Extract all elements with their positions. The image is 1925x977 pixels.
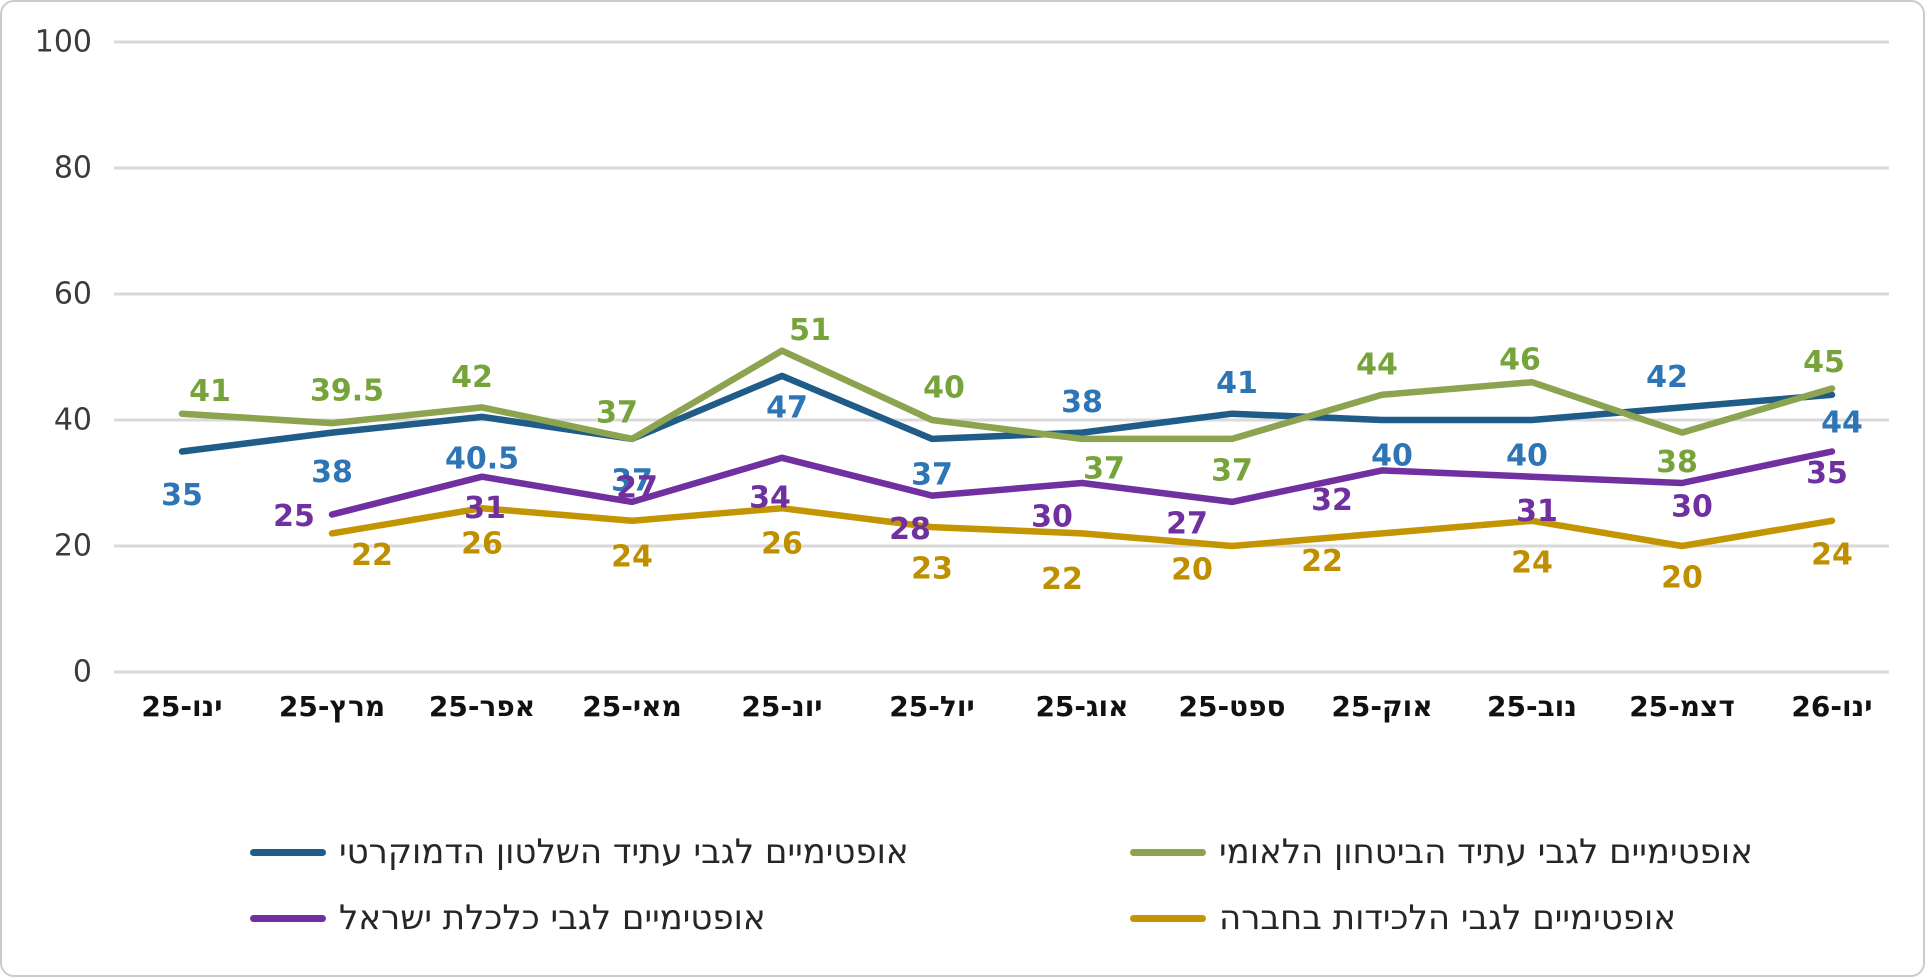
legend-label: אופטימיים לגבי הלכידות בחברה [1219,898,1676,938]
x-axis-label: יונ-25 [741,690,822,723]
series-line [178,372,1836,455]
data-label: 22 [1041,562,1083,597]
legend-item: אופטימיים לגבי עתיד השלטון הדמוקרטי [250,832,1130,872]
data-label: 46 [1499,343,1541,378]
y-axis-tick-label: 60 [54,277,92,312]
data-label: 47 [766,390,808,425]
x-axis-label: ינו-25 [141,690,222,723]
data-label: 42 [1646,360,1688,395]
x-axis-label: אפר-25 [429,690,535,723]
x-axis-label: ספט-25 [1178,690,1285,723]
y-axis-tick-label: 100 [35,25,92,60]
data-label: 39.5 [310,374,384,409]
legend-item: אופטימיים לגבי כלכלת ישראל [250,898,1130,938]
y-axis-tick-label: 0 [73,655,92,690]
legend-item: אופטימיים לגבי עתיד הביטחון הלאומי [1130,832,1753,872]
data-label: 25 [273,499,315,534]
data-label: 27 [1166,506,1208,541]
x-axis-label: נוב-25 [1487,690,1577,723]
x-axis-label: אוק-25 [1331,690,1432,723]
x-axis-label: מרץ-25 [279,690,385,723]
data-label: 24 [611,539,653,574]
data-label: 38 [311,455,353,490]
data-label: 26 [761,527,803,562]
data-label: 51 [789,313,831,348]
data-label: 41 [1216,366,1258,401]
legend-line-swatch [250,914,326,922]
data-label: 35 [1806,456,1848,491]
y-axis-tick-label: 20 [54,529,92,564]
data-label: 26 [461,527,503,562]
data-label: 37 [1211,453,1253,488]
data-label: 28 [889,512,931,547]
data-label: 37 [596,395,638,430]
x-axis-label: דצמ-25 [1629,690,1735,723]
data-label: 23 [911,552,953,587]
data-label: 44 [1821,405,1863,440]
series-line [328,504,1836,550]
data-label: 44 [1356,347,1398,382]
legend-label: אופטימיים לגבי כלכלת ישראל [339,898,766,938]
data-label: 27 [616,470,658,505]
data-label: 37 [611,463,653,498]
data-label: 45 [1803,345,1845,380]
data-label: 42 [451,360,493,395]
series-line [178,347,1836,443]
data-label: 34 [749,480,791,515]
data-label: 40.5 [445,441,519,476]
data-label: 38 [1061,385,1103,420]
legend-line-swatch [1130,848,1206,856]
data-label: 40 [1506,439,1548,474]
data-label: 24 [1511,545,1553,580]
y-axis-tick-label: 40 [54,403,92,438]
data-label: 32 [1311,483,1353,518]
data-label: 24 [1811,537,1853,572]
data-label: 31 [464,491,506,526]
data-label: 30 [1031,500,1073,535]
data-label: 37 [911,457,953,492]
y-axis-tick-label: 80 [54,151,92,186]
x-axis-label: יול-25 [889,690,974,723]
data-label: 40 [923,371,965,406]
legend-line-swatch [1130,914,1206,922]
data-label: 22 [351,538,393,573]
legend-line-swatch [250,848,326,856]
chart-legend: אופטימיים לגבי עתיד השלטון הדמוקרטי אופט… [250,832,1753,938]
data-label: 38 [1656,445,1698,480]
legend-label: אופטימיים לגבי עתיד הביטחון הלאומי [1219,832,1753,872]
data-label: 40 [1371,439,1413,474]
x-axis-label: ינו-26 [1791,690,1872,723]
legend-label: אופטימיים לגבי עתיד השלטון הדמוקרטי [339,832,909,872]
legend-item: אופטימיים לגבי הלכידות בחברה [1130,898,1753,938]
data-label: 31 [1516,494,1558,529]
data-label: 20 [1661,561,1703,596]
series-line [328,448,1836,518]
x-axis-label: אוג-25 [1035,690,1128,723]
x-axis-label: מאי-25 [582,690,681,723]
data-label: 35 [161,478,203,513]
data-label: 41 [189,374,231,409]
data-label: 20 [1171,553,1213,588]
data-label: 37 [1083,451,1125,486]
data-label: 30 [1671,490,1713,525]
data-label: 22 [1301,544,1343,579]
